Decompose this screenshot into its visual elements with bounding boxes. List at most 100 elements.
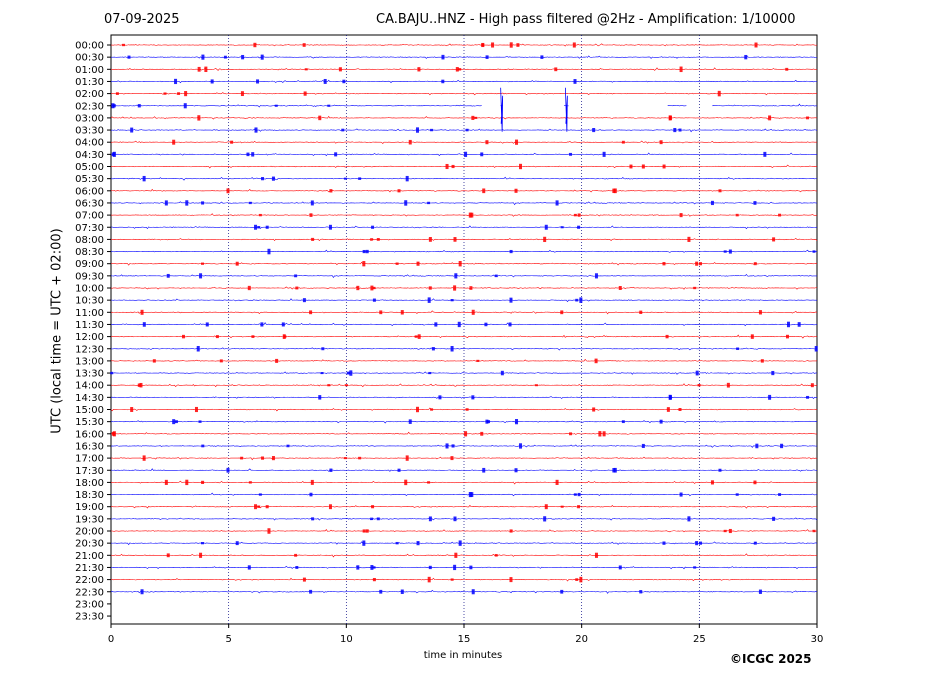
trace-burst [797,322,801,327]
trace-burst [718,468,722,472]
trace-burst [320,372,324,375]
chart-title: CA.BAJU..HNZ - High pass filtered @2Hz -… [376,12,796,27]
trace-burst [579,576,583,583]
trace-burst [450,456,454,461]
trace-burst [226,188,230,194]
trace-burst [668,115,672,121]
trace-burst [699,262,703,266]
trace-burst [613,467,617,473]
trace-burst [395,262,399,265]
trace-1030 [110,298,818,303]
trace-burst [139,382,143,388]
trace-burst [251,335,255,338]
trace-1300 [110,358,818,363]
trace-1100 [110,310,818,315]
trace-1530 [110,420,818,424]
trace-burst [251,152,255,157]
x-tick-label: 15 [458,634,471,645]
trace-burst [450,298,454,302]
y-tick-label: 16:00 [75,429,104,440]
y-tick-label: 10:00 [75,284,104,295]
y-tick-label: 05:00 [75,162,104,173]
trace-burst [164,200,168,206]
trace-burst [267,248,271,255]
trace-burst [184,91,188,97]
trace-burst [469,565,473,570]
trace-burst [455,67,459,72]
trace-burst [543,236,547,243]
trace-burst [662,541,666,545]
trace-burst [639,590,643,594]
trace-burst [152,359,156,363]
trace-burst [579,297,583,303]
trace-burst [693,566,697,569]
trace-burst [453,564,457,571]
trace-burst [753,541,757,545]
x-axis-label: time in minutes [423,650,503,661]
trace-burst [431,347,435,351]
trace-burst [122,43,126,47]
trace-burst [480,152,484,157]
trace-burst [687,236,691,242]
trace-burst [480,431,484,436]
y-tick-label: 01:30 [75,77,104,88]
trace-burst [240,456,244,460]
trace-burst [471,395,475,400]
trace-burst [256,79,260,84]
trace-burst [445,163,449,170]
trace-burst [356,285,360,291]
trace-burst [621,140,625,144]
y-tick-label: 15:00 [75,405,104,416]
trace-2230 [110,589,818,594]
trace-burst [508,322,512,327]
y-tick-label: 21:00 [75,551,104,562]
trace-burst [400,310,404,315]
trace-burst [265,505,269,509]
trace-burst [177,92,181,95]
trace-burst [397,468,401,472]
trace-burst [321,347,325,351]
trace-burst [281,322,285,327]
trace-2200 [110,577,818,582]
trace-burst [555,479,559,485]
trace-0930 [110,273,818,278]
trace-burst [185,479,189,486]
trace-burst [365,529,369,533]
trace-burst [500,370,504,376]
trace-burst [679,492,683,497]
trace-burst [417,67,421,72]
y-tick-label: 22:30 [75,587,104,598]
trace-burst [481,42,485,48]
y-tick-label: 23:30 [75,612,104,623]
trace-burst [137,383,141,387]
x-tick-label: 5 [225,634,231,645]
trace-burst [744,54,748,60]
trace-burst [470,212,474,218]
trace-burst [768,394,772,400]
trace-burst [210,79,214,84]
trace-burst [197,66,201,72]
trace-burst [110,371,114,375]
y-tick-label: 06:30 [75,198,104,209]
trace-burst [560,310,564,315]
trace-burst [295,286,299,290]
y-tick-label: 13:30 [75,369,104,380]
trace-burst [275,358,279,363]
trace-burst [362,261,366,267]
y-tick-label: 08:00 [75,235,104,246]
trace-burst [376,517,380,521]
trace-burst [343,177,347,180]
trace-burst [235,261,239,266]
y-tick-label: 20:30 [75,539,104,550]
trace-burst [309,310,313,315]
trace-burst [560,589,564,594]
y-tick-label: 07:30 [75,223,104,234]
trace-burst [246,152,250,157]
y-tick-label: 18:00 [75,478,104,489]
trace-burst [370,565,374,570]
trace-burst [474,116,478,119]
trace-burst [115,92,119,95]
trace-burst [405,175,409,182]
trace-burst [362,249,366,254]
y-tick-label: 14:00 [75,381,104,392]
